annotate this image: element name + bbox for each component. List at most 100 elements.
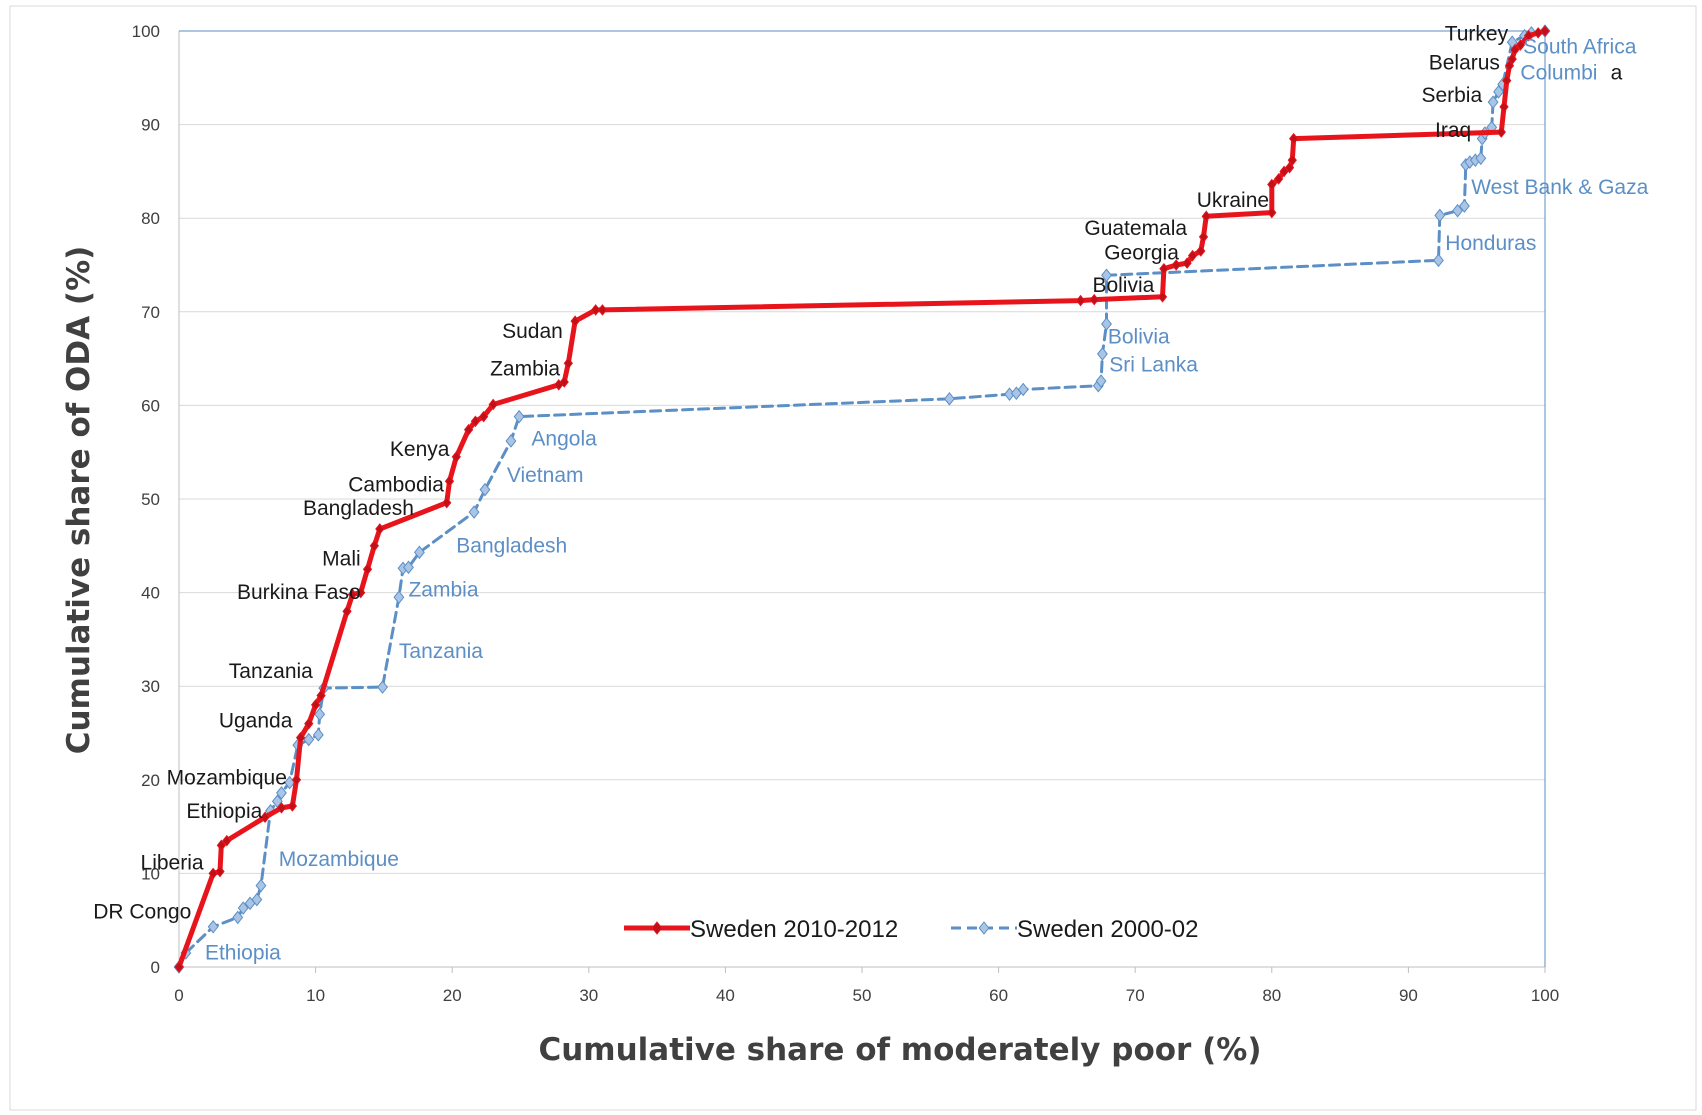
data-point [1289, 132, 1299, 145]
data-point [1523, 29, 1534, 42]
chart-border [9, 5, 1697, 1111]
data-point [1096, 347, 1108, 361]
x-tick-label: 10 [306, 986, 325, 1005]
data-point [1452, 203, 1464, 218]
data-point [488, 398, 498, 411]
data-point [1510, 43, 1520, 56]
data-point [310, 699, 321, 711]
x-tick-label: 40 [716, 986, 735, 1005]
data-point [559, 376, 569, 388]
blue-series-label: South Africa [1523, 35, 1637, 58]
data-point [356, 586, 366, 599]
red-series-label: Mozambique [167, 766, 287, 789]
y-tick-label: 40 [141, 584, 160, 603]
data-point [1458, 199, 1470, 213]
blue-series-label: Angola [531, 428, 597, 451]
red-series-label: Burkina Faso [237, 581, 361, 604]
blue-series-label: Zambia [408, 578, 478, 601]
blue-series-label: Vietnam [507, 464, 584, 487]
data-point [255, 878, 267, 893]
red-series-label: Iraq [1435, 119, 1471, 142]
red-series-label: Georgia [1104, 241, 1179, 264]
blue-series-label: Sri Lanka [1109, 354, 1198, 377]
data-point [1159, 262, 1169, 275]
x-tick-label: 20 [443, 986, 462, 1005]
data-point [1017, 382, 1029, 397]
data-point [590, 304, 601, 316]
data-point [1187, 249, 1198, 262]
blue-series-label: Ethiopia [205, 942, 281, 965]
data-point [1499, 101, 1509, 113]
blue-series-label: Tanzania [399, 640, 483, 663]
data-point [222, 834, 232, 847]
data-point [479, 482, 491, 497]
x-tick-label: 90 [1399, 986, 1418, 1005]
data-point [1101, 317, 1112, 331]
red-series-label: Uganda [219, 709, 293, 732]
data-point [375, 523, 385, 535]
y-tick-label: 60 [141, 396, 160, 415]
blue-series-label: Honduras [1445, 232, 1536, 255]
x-tick-label: 80 [1262, 986, 1281, 1005]
data-point [295, 731, 306, 744]
data-point [362, 563, 373, 576]
red-series-label: Ukraine [1197, 189, 1269, 212]
blue-series-label: Bolivia [1108, 326, 1170, 349]
data-point [251, 892, 263, 907]
x-tick-label: 50 [853, 986, 872, 1005]
data-point [470, 415, 481, 428]
data-point [513, 409, 525, 424]
y-tick-label: 90 [141, 116, 160, 135]
data-point [1284, 161, 1295, 174]
red-series-label: Turkey [1445, 22, 1509, 45]
y-tick-label: 30 [141, 677, 160, 696]
data-point [413, 545, 425, 560]
data-point [1267, 178, 1277, 191]
x-tick-label: 70 [1126, 986, 1145, 1005]
data-point [215, 865, 225, 878]
x-tick-label: 100 [1531, 986, 1559, 1005]
blue-series-label: Columbi [1520, 62, 1597, 85]
data-point [1273, 173, 1284, 185]
y-tick-label: 50 [141, 490, 160, 509]
data-point [468, 505, 480, 519]
data-point [943, 392, 955, 406]
data-point [1496, 126, 1506, 138]
data-point [304, 717, 314, 730]
data-point [312, 728, 324, 742]
data-point [451, 451, 461, 463]
y-tick-label: 0 [151, 958, 160, 977]
data-point [1502, 74, 1512, 87]
red-series-label: Tanzania [229, 660, 313, 683]
data-point [174, 961, 184, 973]
data-point [1101, 268, 1112, 283]
data-point [393, 590, 405, 605]
data-point [276, 802, 287, 814]
data-point [303, 732, 315, 747]
data-point [237, 901, 249, 915]
data-point [570, 315, 580, 327]
data-point [1198, 231, 1209, 243]
data-point [1075, 294, 1086, 307]
data-point [314, 707, 326, 722]
data-point [1157, 291, 1168, 303]
data-point [1267, 206, 1277, 219]
data-point [232, 910, 244, 925]
legend: Sweden 2010-2012 Sweden 2000-02 [624, 916, 1198, 943]
data-point [207, 919, 219, 934]
y-tick-label: 20 [141, 771, 160, 790]
red-series-label: Guatemala [1084, 217, 1187, 240]
x-tick-label: 60 [989, 986, 1008, 1005]
legend-item: Sweden 2000-02 [951, 916, 1198, 943]
y-axis-title: Cumulative share of ODA (%) [61, 246, 97, 755]
data-point [276, 786, 287, 800]
data-point [563, 357, 573, 370]
series-sweden-2010-2012 [174, 25, 1550, 973]
data-point [342, 605, 352, 618]
x-axis-title: Cumulative share of moderately poor (%) [538, 1032, 1261, 1068]
data-point [505, 434, 517, 448]
red-series-label: Belarus [1429, 51, 1500, 74]
legend-item: Sweden 2010-2012 [624, 916, 898, 943]
red-series-label: Bolivia [1092, 274, 1154, 297]
